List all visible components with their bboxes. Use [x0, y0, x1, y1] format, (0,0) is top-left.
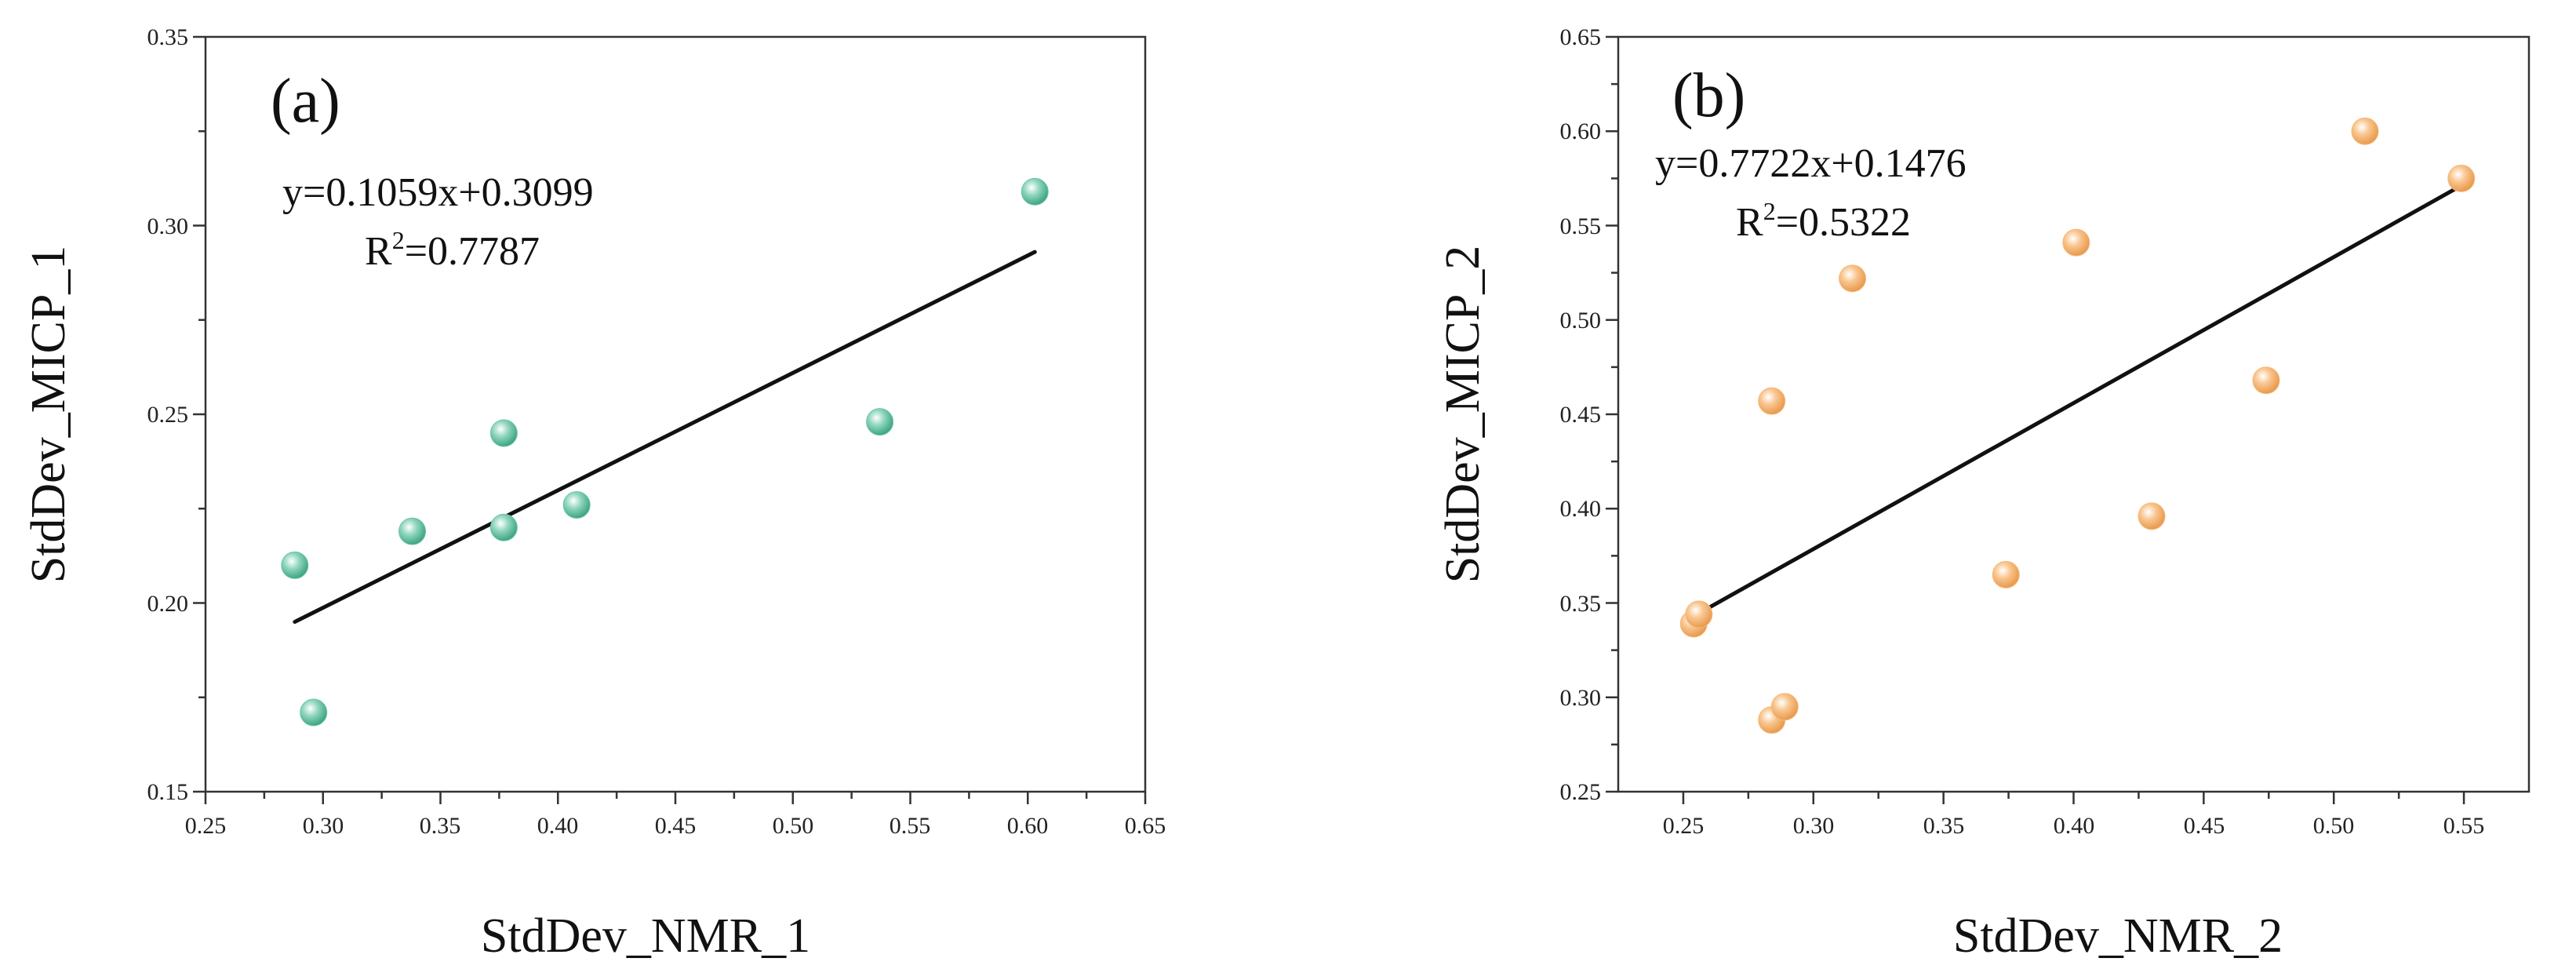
plot-area-a	[204, 35, 1147, 793]
data-point	[300, 698, 328, 727]
y-tick-label: 0.20	[147, 591, 189, 617]
y-tick-label: 0.40	[1560, 496, 1602, 522]
regression-equation: y=0.7722x+0.1476	[1655, 141, 1967, 186]
data-point	[1758, 387, 1786, 415]
x-tick-label: 0.25	[1663, 813, 1705, 839]
x-tick-label: 0.30	[1793, 813, 1835, 839]
y-tick-label: 0.25	[1560, 779, 1602, 805]
panel-b: 0.25 0.30 0.35 0.40 0.45 0.50 0.55 0.25 …	[1436, 24, 2531, 963]
x-tick-label: 0.55	[890, 813, 931, 839]
r-squared-superscript: 2	[1763, 197, 1776, 225]
panel-a: 0.25 0.30 0.35 0.40 0.45 0.50 0.55 0.60 …	[22, 24, 1166, 963]
y-axis-label: StdDev_MICP_1	[22, 246, 75, 584]
y-axis-label: StdDev_MICP_2	[1436, 246, 1490, 584]
y-tick-label: 0.25	[147, 402, 189, 428]
y-tick-label: 0.30	[1560, 685, 1602, 711]
x-tick-label: 0.65	[1125, 813, 1166, 839]
data-point	[866, 408, 894, 436]
y-tick-label: 0.35	[1560, 591, 1602, 617]
data-point	[2351, 117, 2379, 145]
y-tick-labels-a: 0.15 0.20 0.25 0.30 0.35	[147, 24, 189, 805]
y-tick-labels-b: 0.25 0.30 0.35 0.40 0.45 0.50 0.55 0.60 …	[1560, 24, 1602, 805]
data-point	[2447, 164, 2476, 192]
x-tick-label: 0.35	[420, 813, 461, 839]
x-tick-label: 0.60	[1007, 813, 1049, 839]
x-tick-label: 0.50	[773, 813, 814, 839]
y-tick-label: 0.60	[1560, 118, 1602, 144]
x-axis-label: StdDev_NMR_2	[1953, 909, 2283, 963]
x-tick-label: 0.25	[185, 813, 227, 839]
data-point	[562, 490, 591, 519]
y-tick-label: 0.45	[1560, 402, 1602, 428]
r-squared: R2=0.7787	[365, 226, 540, 274]
y-tick-label: 0.55	[1560, 213, 1602, 239]
r-squared-prefix: R	[365, 229, 392, 274]
y-tick-label: 0.50	[1560, 308, 1602, 333]
x-tick-label: 0.40	[537, 813, 579, 839]
data-point	[2138, 502, 2166, 530]
data-point	[2062, 228, 2090, 257]
r-squared-prefix: R	[1736, 200, 1763, 245]
y-tick-label: 0.65	[1560, 24, 1602, 50]
y-tick-label: 0.15	[147, 779, 189, 805]
data-point	[489, 513, 518, 541]
data-point	[489, 419, 518, 447]
data-point	[1685, 600, 1713, 628]
regression-equation: y=0.1059x+0.3099	[282, 170, 594, 215]
y-tick-label: 0.30	[147, 213, 189, 239]
data-point	[281, 551, 309, 579]
data-points-a	[281, 177, 1049, 727]
ticks-a	[193, 35, 1147, 804]
x-tick-label: 0.40	[2054, 813, 2095, 839]
data-point	[2252, 366, 2280, 395]
data-point	[398, 517, 427, 545]
r-squared-value: =0.7787	[405, 229, 540, 274]
regression-line	[293, 250, 1037, 625]
x-tick-label: 0.45	[2184, 813, 2225, 839]
data-points-b	[1679, 117, 2476, 734]
panel-label: (b)	[1672, 61, 1745, 130]
y-tick-label: 0.35	[147, 24, 189, 50]
x-tick-label: 0.50	[2313, 813, 2355, 839]
ticks-b	[1606, 35, 2465, 804]
r-squared: R2=0.5322	[1736, 197, 1911, 245]
r-squared-value: =0.5322	[1776, 200, 1911, 245]
regression-line	[1691, 182, 2466, 618]
data-point	[1992, 560, 2020, 588]
data-point	[1770, 693, 1799, 721]
x-tick-labels-b: 0.25 0.30 0.35 0.40 0.45 0.50 0.55	[1663, 813, 2485, 839]
r-squared-superscript: 2	[392, 226, 405, 254]
x-tick-labels-a: 0.25 0.30 0.35 0.40 0.45 0.50 0.55 0.60 …	[185, 813, 1166, 839]
data-point	[1021, 177, 1049, 206]
x-axis-label: StdDev_NMR_1	[481, 909, 810, 963]
data-point	[1839, 264, 1867, 293]
x-tick-label: 0.30	[303, 813, 344, 839]
x-tick-label: 0.45	[655, 813, 697, 839]
x-tick-label: 0.55	[2443, 813, 2485, 839]
panel-label: (a)	[271, 67, 340, 136]
x-tick-label: 0.35	[1923, 813, 1965, 839]
